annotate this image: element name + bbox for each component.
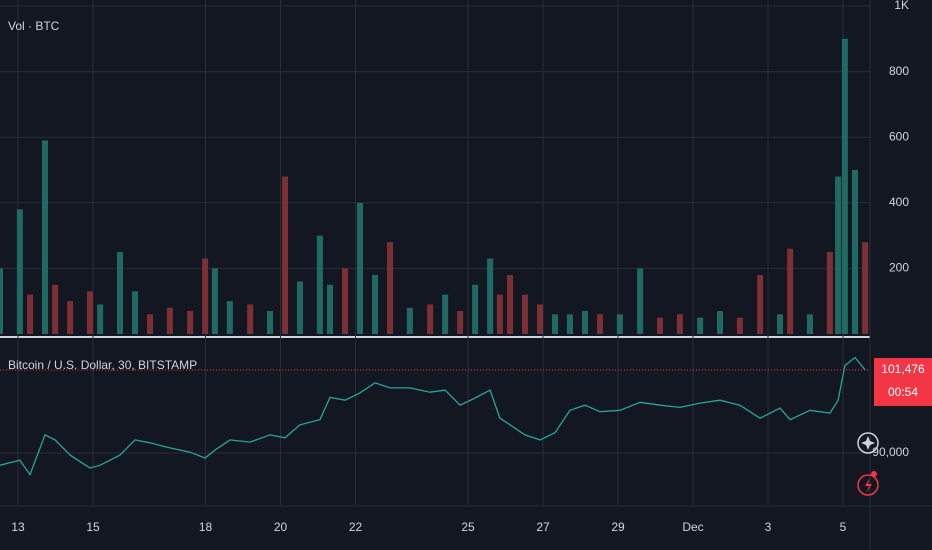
volume-bar — [97, 304, 104, 334]
volume-bar — [637, 268, 644, 334]
volume-bar — [147, 314, 153, 334]
y-tick-label: 800 — [889, 64, 909, 78]
volume-bar — [697, 317, 704, 334]
y-tick-label: 600 — [889, 129, 909, 143]
alert-button[interactable] — [857, 474, 879, 496]
x-tick-label: 15 — [86, 520, 100, 534]
volume-bar — [777, 314, 783, 334]
volume-bar — [187, 311, 194, 334]
volume-bar — [787, 248, 794, 334]
volume-bar — [211, 268, 218, 334]
volume-bar — [316, 235, 323, 334]
volume-bar — [342, 268, 348, 334]
volume-bar — [496, 294, 503, 334]
last-price-box — [874, 357, 932, 406]
volume-bar — [736, 317, 743, 334]
volume-bar — [297, 281, 303, 334]
volume-bar — [117, 252, 123, 334]
volume-bar — [862, 242, 869, 334]
y-tick-label: 200 — [889, 261, 909, 275]
volume-bar — [282, 176, 288, 334]
volume-bar — [406, 307, 413, 334]
volume-bar — [597, 314, 603, 334]
volume-bar — [247, 304, 254, 334]
volume-bar — [67, 301, 74, 334]
volume-bar — [427, 304, 434, 334]
x-tick-label: 27 — [536, 520, 550, 534]
volume-title: Vol · BTC — [8, 19, 60, 33]
volume-bar — [357, 202, 363, 334]
price-line — [0, 356, 866, 476]
volume-bar — [522, 294, 528, 334]
volume-bar — [552, 314, 558, 334]
x-tick-label: 18 — [199, 520, 213, 534]
volume-bar — [27, 294, 33, 334]
volume-bar — [807, 314, 813, 334]
volume-bar — [372, 274, 378, 334]
x-tick-label: 5 — [840, 520, 847, 534]
volume-bar — [132, 291, 138, 334]
x-tick-label: 3 — [765, 520, 772, 534]
volume-bar — [826, 252, 833, 334]
object-tree-icon — [861, 436, 875, 450]
price-title: Bitcoin / U.S. Dollar, 30, BITSTAMP — [8, 358, 197, 372]
volume-bar — [202, 258, 209, 334]
x-tick-label: 22 — [349, 520, 363, 534]
y-tick-label: 1K — [894, 0, 909, 12]
volume-bar — [657, 317, 663, 334]
x-tick-label: 13 — [11, 520, 25, 534]
x-tick-label: Dec — [682, 520, 703, 534]
volume-bar — [487, 258, 494, 334]
volume-bar — [442, 294, 449, 334]
volume-bar — [387, 242, 393, 334]
object-tree-button[interactable] — [857, 432, 879, 454]
volume-bar — [567, 314, 573, 334]
x-tick-label: 25 — [461, 520, 475, 534]
volume-bar — [841, 38, 848, 335]
volume-bar — [537, 304, 543, 334]
volume-bar — [327, 284, 333, 334]
volume-bar — [472, 284, 479, 334]
volume-bar — [616, 314, 623, 334]
volume-bar — [717, 311, 723, 334]
volume-bar — [16, 209, 23, 334]
volume-bar — [457, 311, 464, 334]
x-tick-label: 29 — [611, 520, 625, 534]
alert-dot — [871, 471, 877, 477]
last-price-label: 101,476 — [881, 362, 925, 376]
plot-layer: 13 15 18 20 22 25 27 29 Dec 3 5 200 400 600 800 1K 90,00… — [0, 0, 932, 534]
volume-bar — [166, 307, 173, 334]
volume-bar — [52, 284, 59, 334]
volume-bar — [582, 311, 588, 334]
x-tick-label: 20 — [274, 520, 288, 534]
countdown-label: 00:54 — [888, 385, 918, 399]
volume-bar — [507, 274, 513, 334]
volume-bar — [757, 274, 764, 334]
volume-bar — [226, 301, 233, 334]
volume-bar — [676, 314, 683, 334]
volume-bar — [87, 291, 93, 334]
y-tick-label: 90,000 — [872, 445, 909, 459]
volume-bar — [0, 268, 3, 334]
volume-bar — [42, 140, 48, 334]
volume-bar — [267, 311, 273, 334]
y-tick-label: 400 — [889, 195, 909, 209]
volume-bar — [835, 176, 842, 334]
alert-icon — [865, 478, 872, 493]
volume-bar — [852, 170, 858, 334]
